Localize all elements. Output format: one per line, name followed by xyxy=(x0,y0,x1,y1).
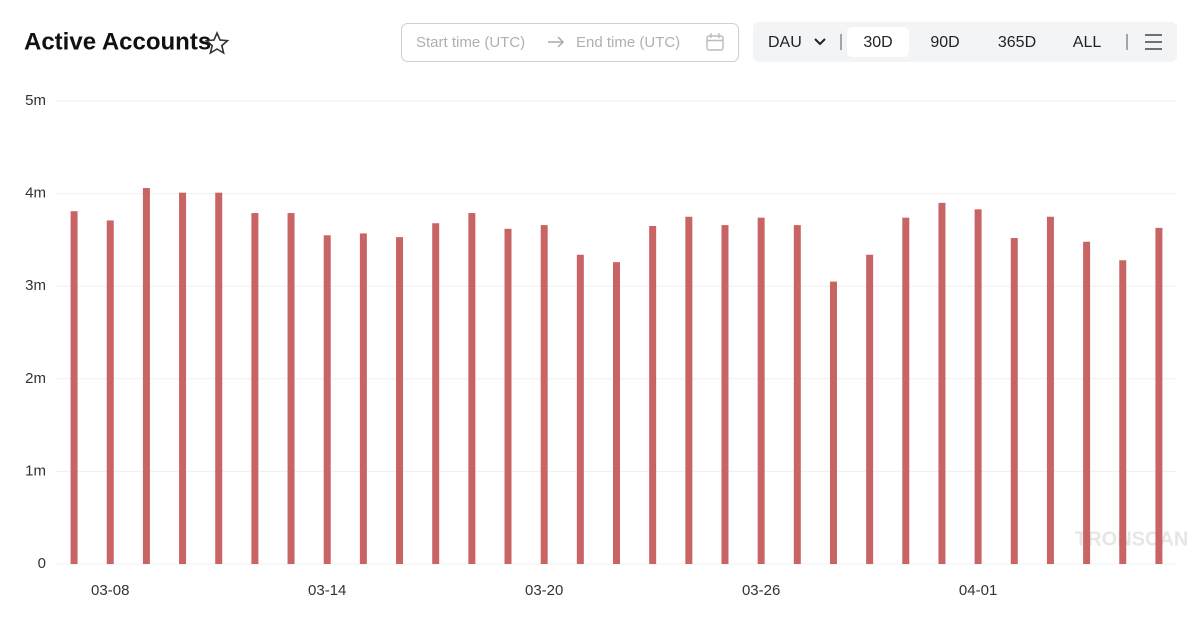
date-range-picker[interactable] xyxy=(401,23,739,62)
x-tick-label: 04-01 xyxy=(959,582,997,599)
bar xyxy=(70,211,78,564)
y-tick-label: 0 xyxy=(38,555,46,572)
y-tick-label: 4m xyxy=(25,185,46,202)
bar xyxy=(576,254,584,564)
bar xyxy=(540,225,548,565)
bar xyxy=(468,213,476,564)
range-button[interactable]: 365D xyxy=(998,34,1036,51)
bar xyxy=(685,216,693,564)
y-tick-label: 1m xyxy=(25,462,46,479)
range-arrow xyxy=(548,36,565,48)
selected-range-bg xyxy=(847,27,909,57)
bar xyxy=(1083,241,1091,564)
bar xyxy=(396,237,404,564)
x-tick-label: 03-08 xyxy=(91,582,129,599)
bar xyxy=(902,217,910,564)
chart-title: Active Accounts xyxy=(24,28,211,55)
bar xyxy=(106,220,114,565)
y-tick-label: 5m xyxy=(25,92,46,109)
range-button[interactable]: 90D xyxy=(930,34,959,51)
end-time-input[interactable]: End time (UTC) xyxy=(576,34,680,51)
dropdown-chevron xyxy=(814,38,826,46)
range-button[interactable]: ALL xyxy=(1073,34,1102,51)
bar xyxy=(938,202,946,565)
start-time-input[interactable]: Start time (UTC) xyxy=(416,34,525,51)
bar xyxy=(1119,260,1127,564)
bar xyxy=(757,217,765,564)
bar xyxy=(432,223,440,564)
bar xyxy=(1010,238,1018,564)
bar xyxy=(142,188,150,564)
x-tick-label: 03-14 xyxy=(308,582,346,599)
bar xyxy=(359,233,367,564)
bar xyxy=(1155,227,1163,564)
menu-icon[interactable] xyxy=(1145,34,1162,50)
bar xyxy=(179,192,187,564)
favorite-star[interactable] xyxy=(204,30,230,55)
bar xyxy=(323,235,331,564)
bar xyxy=(251,213,259,564)
bar xyxy=(504,228,512,564)
metric-dropdown[interactable]: DAU xyxy=(768,34,802,51)
bar xyxy=(613,262,620,564)
bar xyxy=(721,225,729,565)
range-button[interactable]: 30D xyxy=(863,34,892,51)
bar xyxy=(866,254,874,564)
watermark: TRONSCAN xyxy=(1075,528,1188,550)
x-tick-label: 03-20 xyxy=(525,582,563,599)
calendar-icon[interactable] xyxy=(706,33,724,51)
y-tick-label: 2m xyxy=(25,370,46,387)
bar xyxy=(793,225,801,565)
bar xyxy=(287,213,295,564)
bar xyxy=(1046,216,1054,564)
bar xyxy=(649,226,657,564)
bar xyxy=(974,209,982,565)
bar xyxy=(829,281,837,564)
bar xyxy=(215,192,223,564)
y-tick-label: 3m xyxy=(25,277,46,294)
x-tick-label: 03-26 xyxy=(742,582,780,599)
